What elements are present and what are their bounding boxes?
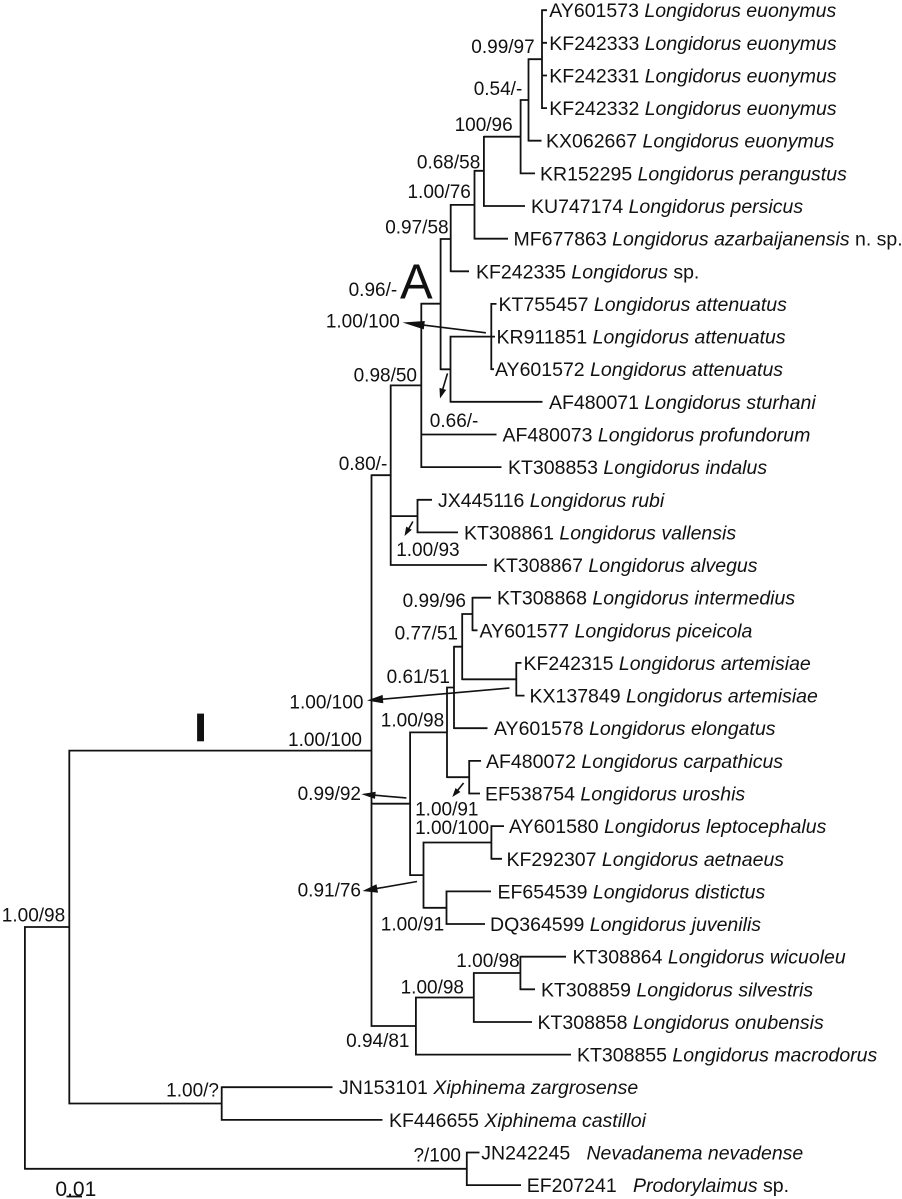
svg-text:1.00/100: 1.00/100 [289,693,363,714]
svg-text:KU747174 Longidorus persicus: KU747174 Longidorus persicus [531,196,803,218]
svg-text:KR152295 Longidorus perangustu: KR152295 Longidorus perangustus [540,163,847,185]
svg-text:0.66/-: 0.66/- [430,411,479,432]
svg-text:0.54/-: 0.54/- [474,79,523,100]
svg-text:0.99/92: 0.99/92 [298,784,361,805]
svg-text:DQ364599 Longidorus juvenilis: DQ364599 Longidorus juvenilis [490,914,761,936]
svg-text:1.00/98: 1.00/98 [2,905,65,926]
svg-text:KF242332 Longidorus euonymus: KF242332 Longidorus euonymus [549,98,837,120]
svg-text:0.80/-: 0.80/- [339,454,388,475]
svg-text:AF480073 Longidorus profundoru: AF480073 Longidorus profundorum [503,425,811,447]
svg-text:0.01: 0.01 [55,1178,96,1199]
svg-text:KF292307 Longidorus aetnaeus: KF292307 Longidorus aetnaeus [507,849,785,871]
svg-text:KF242315 Longidorus artemisiae: KF242315 Longidorus artemisiae [524,653,811,675]
svg-text:AF480071 Longidorus sturhani: AF480071 Longidorus sturhani [549,392,816,414]
svg-text:KT308858 Longidorus onubensis: KT308858 Longidorus onubensis [538,1012,824,1034]
svg-text:A: A [400,256,433,310]
svg-text:0.98/50: 0.98/50 [354,365,417,386]
svg-text:1.00/100: 1.00/100 [415,818,489,839]
svg-text:0.99/97: 0.99/97 [471,37,534,58]
svg-text:KF242331 Longidorus euonymus: KF242331 Longidorus euonymus [549,66,837,88]
svg-text:100/96: 100/96 [455,115,513,136]
svg-text:1.00/98: 1.00/98 [401,978,464,999]
svg-text:1.00/98: 1.00/98 [381,711,444,732]
svg-text:KT308868 Longidorus intermediu: KT308868 Longidorus intermedius [497,588,795,610]
svg-text:1.00/76: 1.00/76 [407,182,470,203]
svg-text:MF677863 Longidorus azarbaijan: MF677863 Longidorus azarbaijanensis n. s… [514,229,902,251]
svg-text:AY601578 Longidorus elongatus: AY601578 Longidorus elongatus [494,718,776,740]
svg-text:1.00/?: 1.00/? [166,1081,219,1102]
svg-text:0.99/96: 0.99/96 [403,591,466,612]
svg-text:JN153101 Xiphinema zargrosense: JN153101 Xiphinema zargrosense [339,1077,638,1099]
svg-text:KT308859 Longidorus silvestris: KT308859 Longidorus silvestris [541,979,813,1001]
svg-text:1.00/91: 1.00/91 [415,799,478,820]
svg-text:1.00/98: 1.00/98 [456,951,519,972]
svg-text:KT308855 Longidorus macrodorus: KT308855 Longidorus macrodorus [577,1045,878,1067]
svg-text:AY601573 Longidorus euonymus: AY601573 Longidorus euonymus [549,0,836,22]
svg-text:JN242245 Nevadanema nevadens: JN242245 Nevadanema nevadense [481,1143,803,1165]
svg-text:0.61/51: 0.61/51 [387,667,450,688]
svg-text:EF654539 Longidorus distictus: EF654539 Longidorus distictus [498,881,766,903]
svg-text:KR911851 Longidorus attenuatus: KR911851 Longidorus attenuatus [497,327,786,349]
svg-text:EF538754 Longidorus uroshis: EF538754 Longidorus uroshis [485,784,745,806]
svg-text:AY601572 Longidorus attenuatus: AY601572 Longidorus attenuatus [495,359,783,381]
svg-text:EF207241 Prodorylaimus sp.: EF207241 Prodorylaimus sp. [527,1175,789,1197]
svg-text:0.68/58: 0.68/58 [417,152,480,173]
svg-text:KF446655 Xiphinema castilloi: KF446655 Xiphinema castilloi [389,1110,647,1132]
svg-text:1.00/100: 1.00/100 [326,311,400,332]
svg-text:0.94/81: 0.94/81 [346,1031,409,1052]
svg-text:?/100: ?/100 [413,1145,461,1166]
svg-text:0.96/-: 0.96/- [349,280,398,301]
svg-text:AF480072 Longidorus carpathicu: AF480072 Longidorus carpathicus [486,751,783,773]
svg-text:KF242335 Longidorus sp.: KF242335 Longidorus sp. [476,261,699,283]
svg-text:KT308861 Longidorus vallensis: KT308861 Longidorus vallensis [464,522,736,544]
svg-text:1.00/93: 1.00/93 [396,540,459,561]
svg-text:KT755457 Longidorus attenuatus: KT755457 Longidorus attenuatus [499,294,788,316]
svg-text:0.77/51: 0.77/51 [395,623,458,644]
svg-text:KF242333 Longidorus euonymus: KF242333 Longidorus euonymus [549,33,837,55]
svg-text:1.00/91: 1.00/91 [381,914,444,935]
svg-text:KT308864 Longidorus wicuoleu: KT308864 Longidorus wicuoleu [573,947,846,969]
svg-text:0.91/76: 0.91/76 [298,880,361,901]
svg-text:1.00/100: 1.00/100 [288,730,362,751]
svg-text:AY601580 Longidorus leptocepha: AY601580 Longidorus leptocephalus [509,816,827,838]
svg-text:KT308853 Longidorus indalus: KT308853 Longidorus indalus [508,457,767,479]
svg-text:KX137849 Longidorus artemisiae: KX137849 Longidorus artemisiae [530,686,819,708]
svg-text:KX062667 Longidorus euonymus: KX062667 Longidorus euonymus [546,131,835,153]
svg-text:KT308867 Longidorus alvegus: KT308867 Longidorus alvegus [493,555,758,577]
svg-text:AY601577 Longidorus piceicola: AY601577 Longidorus piceicola [480,620,753,642]
svg-text:0.97/58: 0.97/58 [385,218,448,239]
svg-text:JX445116 Longidorus rubi: JX445116 Longidorus rubi [438,490,665,512]
